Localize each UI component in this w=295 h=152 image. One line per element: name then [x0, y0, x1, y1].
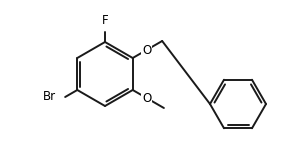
Text: O: O [142, 92, 151, 105]
Text: Br: Br [43, 90, 56, 104]
Text: O: O [142, 43, 151, 57]
Text: F: F [102, 14, 108, 27]
